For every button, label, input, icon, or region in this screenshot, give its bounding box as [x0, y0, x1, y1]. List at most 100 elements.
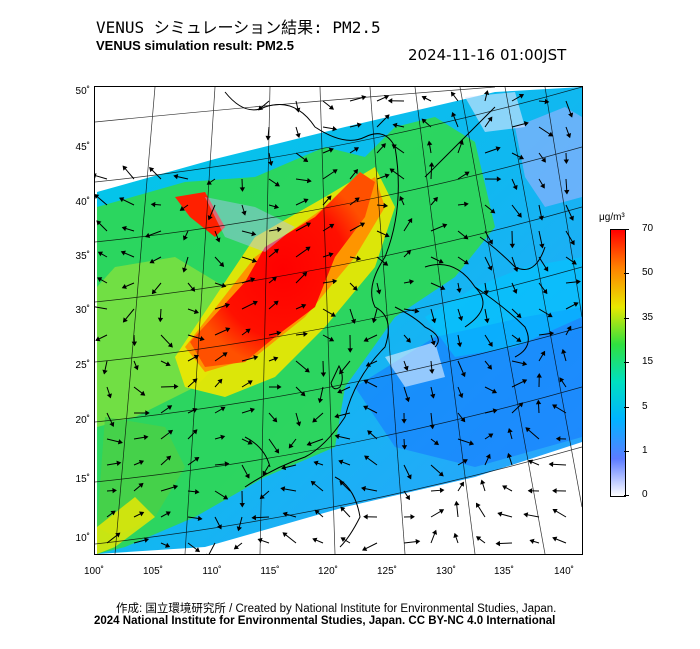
- wind-arrowhead: [277, 384, 282, 390]
- wind-arrowhead: [432, 529, 438, 535]
- wind-arrowhead: [340, 537, 346, 542]
- wind-arrowhead: [328, 252, 334, 258]
- wind-arrowhead: [371, 318, 377, 324]
- lon-tick-105: 105˚: [142, 566, 163, 577]
- wind-arrowhead: [282, 511, 288, 517]
- wind-arrowhead: [475, 502, 481, 508]
- wind-arrowhead: [359, 222, 366, 228]
- wind-arrowhead: [442, 223, 448, 229]
- wind-arrowhead: [220, 406, 226, 412]
- timestamp: 2024-11-16 01:00JST: [408, 46, 567, 64]
- wind-arrowhead: [529, 538, 535, 544]
- wind-arrowhead: [272, 417, 278, 423]
- wind-arrowhead: [433, 440, 439, 446]
- wind-arrowhead: [332, 126, 338, 132]
- wind-arrowhead: [257, 537, 263, 543]
- wind-arrowhead: [364, 455, 370, 461]
- wind-arrowhead: [363, 337, 369, 342]
- colorbar-tick-35: 35: [642, 312, 654, 323]
- wind-arrowhead: [487, 116, 493, 122]
- wind-arrowhead: [547, 312, 553, 318]
- wind-arrowhead: [173, 484, 179, 490]
- wind-arrowhead: [149, 167, 155, 173]
- wind-arrowhead: [528, 459, 534, 465]
- wind-arrowhead: [192, 429, 198, 435]
- wind-arrowhead: [464, 201, 469, 207]
- wind-arrowhead: [326, 195, 332, 201]
- wind-arrowhead: [249, 407, 255, 413]
- wind-arrowhead: [122, 165, 128, 171]
- wind-arrowhead: [197, 515, 203, 522]
- wind-arrowhead: [304, 367, 310, 373]
- wind-arrowhead: [167, 342, 173, 348]
- wind-arrowhead: [462, 459, 468, 464]
- wind-arrowhead: [487, 341, 493, 347]
- wind-arrowhead: [280, 486, 286, 492]
- wind-arrowhead: [262, 470, 268, 476]
- wind-arrowhead: [310, 480, 316, 486]
- wind-arrowhead: [496, 176, 502, 182]
- wind-arrowhead: [216, 524, 222, 530]
- wind-arrowhead: [483, 90, 490, 96]
- wind-arrowhead: [509, 243, 516, 249]
- wind-arrowhead: [112, 487, 117, 494]
- wind-arrowhead: [542, 288, 548, 295]
- wind-arrowhead: [314, 509, 320, 515]
- pm25-field: [97, 87, 582, 554]
- wind-arrowhead: [363, 405, 369, 411]
- wind-arrowhead: [541, 157, 546, 163]
- wind-arrowhead: [518, 94, 525, 99]
- wind-arrowhead: [539, 243, 545, 249]
- wind-arrowhead: [192, 378, 198, 384]
- wind-arrowhead: [409, 279, 415, 285]
- wind-arrowhead: [190, 286, 196, 292]
- wind-arrowhead: [182, 267, 188, 273]
- wind-arrowhead: [564, 189, 570, 195]
- wind-arrowhead: [512, 184, 518, 191]
- wind-arrowhead: [487, 265, 493, 271]
- wind-arrowhead: [518, 402, 524, 408]
- wind-arrowhead: [165, 361, 171, 367]
- wind-arrowhead: [239, 187, 246, 192]
- wind-arrowhead: [303, 331, 308, 337]
- wind-arrowhead: [151, 289, 157, 295]
- wind-arrowhead: [353, 147, 359, 152]
- wind-arrowhead: [173, 383, 179, 390]
- wind-arrowhead: [295, 132, 301, 138]
- wind-arrowhead: [490, 208, 496, 214]
- wind-arrowhead: [522, 379, 528, 384]
- wind-arrowhead: [399, 195, 405, 202]
- wind-arrowhead: [225, 327, 231, 333]
- wind-arrowhead: [320, 372, 327, 377]
- wind-arrowhead: [403, 365, 409, 371]
- colorbar-tick-1: 1: [642, 445, 648, 456]
- wind-arrowhead: [182, 235, 188, 241]
- colorbar-tick-70: 70: [642, 223, 654, 234]
- wind-arrowhead: [384, 232, 390, 238]
- wind-arrow: [95, 306, 108, 310]
- wind-arrowhead: [95, 173, 97, 179]
- wind-arrowhead: [329, 223, 335, 229]
- wind-arrowhead: [571, 259, 577, 265]
- wind-arrowhead: [165, 511, 171, 517]
- wind-arrowhead: [276, 226, 282, 233]
- wind-arrowhead: [339, 369, 344, 375]
- wind-arrowhead: [431, 318, 437, 324]
- lon-tick-135: 135˚: [493, 566, 514, 577]
- wind-arrowhead: [173, 174, 179, 180]
- wind-arrowhead: [224, 461, 230, 467]
- wind-arrowhead: [303, 157, 309, 163]
- wind-arrowhead: [274, 448, 280, 454]
- wind-arrowhead: [144, 537, 150, 543]
- wind-arrowhead: [460, 417, 466, 423]
- wind-arrowhead: [407, 217, 413, 224]
- coastlines: [224, 91, 546, 548]
- wind-arrowhead: [429, 424, 435, 430]
- wind-arrowhead: [295, 421, 302, 427]
- wind-arrowhead: [439, 487, 445, 494]
- wind-arrowhead: [215, 237, 221, 243]
- wind-arrowhead: [440, 285, 446, 291]
- wind-arrow: [95, 175, 108, 180]
- wind-arrowhead: [387, 98, 393, 104]
- wind-arrowhead: [221, 282, 227, 288]
